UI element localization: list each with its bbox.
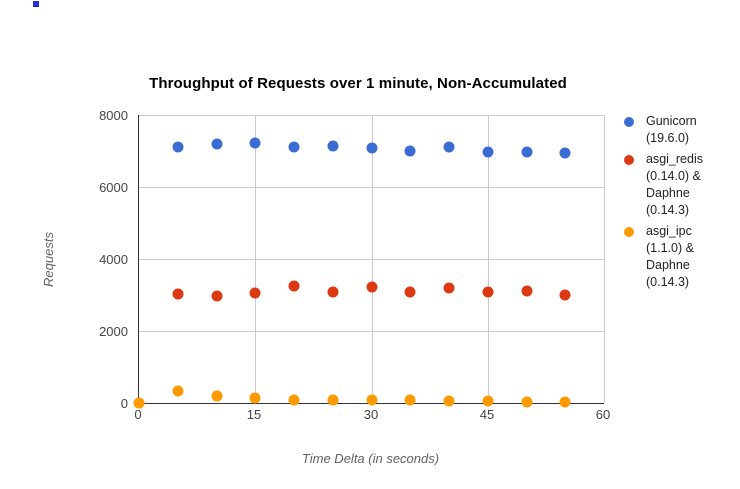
data-point[interactable] bbox=[288, 141, 300, 153]
chart-title: Throughput of Requests over 1 minute, No… bbox=[149, 75, 567, 92]
legend-label: asgi_ipc (1.1.0) & Daphne (0.14.3) bbox=[646, 223, 694, 291]
y-axis-title: Requests bbox=[40, 231, 56, 287]
data-point[interactable] bbox=[443, 282, 455, 294]
data-point[interactable] bbox=[443, 395, 455, 407]
y-tick-label: 6000 bbox=[99, 180, 128, 195]
gridline-vertical bbox=[255, 115, 256, 403]
y-tick-label: 0 bbox=[120, 396, 128, 411]
data-point[interactable] bbox=[133, 397, 145, 409]
data-point[interactable] bbox=[521, 146, 533, 158]
legend-item: asgi_redis (0.14.0) & Daphne (0.14.3) bbox=[624, 151, 738, 219]
data-point[interactable] bbox=[404, 145, 416, 157]
data-point[interactable] bbox=[172, 141, 184, 153]
gridline-horizontal bbox=[139, 259, 604, 260]
legend-label-line: asgi_ipc bbox=[646, 224, 692, 238]
legend-item: asgi_ipc (1.1.0) & Daphne (0.14.3) bbox=[624, 223, 738, 291]
gridline-vertical bbox=[488, 115, 489, 403]
data-point[interactable] bbox=[211, 290, 223, 302]
data-point[interactable] bbox=[521, 396, 533, 408]
data-point[interactable] bbox=[404, 394, 416, 406]
x-tick-label: 0 bbox=[134, 407, 142, 422]
data-point[interactable] bbox=[443, 141, 455, 153]
data-point[interactable] bbox=[482, 395, 494, 407]
gridline-horizontal bbox=[139, 115, 604, 116]
stray-blue-mark bbox=[33, 1, 39, 7]
gridline-vertical bbox=[604, 115, 605, 403]
legend-item: Gunicorn (19.6.0) bbox=[624, 113, 738, 147]
legend-dot-icon bbox=[624, 155, 634, 165]
data-point[interactable] bbox=[211, 138, 223, 150]
legend-label-line: (19.6.0) bbox=[646, 131, 690, 145]
data-point[interactable] bbox=[327, 286, 339, 298]
data-point[interactable] bbox=[482, 286, 494, 298]
x-tick-label: 15 bbox=[246, 407, 262, 422]
x-tick-label: 60 bbox=[595, 407, 611, 422]
x-tick-label: 30 bbox=[363, 407, 379, 422]
data-point[interactable] bbox=[288, 280, 300, 292]
y-tick-label: 4000 bbox=[99, 252, 128, 267]
x-axis-title: Time Delta (in seconds) bbox=[301, 451, 440, 466]
data-point[interactable] bbox=[521, 285, 533, 297]
legend-label: Gunicorn (19.6.0) bbox=[646, 113, 697, 147]
data-point[interactable] bbox=[327, 140, 339, 152]
data-point[interactable] bbox=[559, 147, 571, 159]
legend-label: asgi_redis (0.14.0) & Daphne (0.14.3) bbox=[646, 151, 703, 219]
legend-label-line: Gunicorn bbox=[646, 114, 697, 128]
legend-label-line: Daphne bbox=[646, 258, 690, 272]
data-point[interactable] bbox=[482, 146, 494, 158]
data-point[interactable] bbox=[172, 385, 184, 397]
legend-label-line: Daphne bbox=[646, 186, 690, 200]
legend-dot-icon bbox=[624, 227, 634, 237]
legend-label-line: (0.14.3) bbox=[646, 275, 690, 289]
legend-label-line: asgi_redis bbox=[646, 152, 703, 166]
y-axis-ticks: 0 2000 4000 6000 8000 bbox=[58, 108, 128, 411]
data-point[interactable] bbox=[327, 394, 339, 406]
legend-label-line: (0.14.0) & bbox=[646, 169, 701, 183]
gridline-horizontal bbox=[139, 331, 604, 332]
data-point[interactable] bbox=[404, 286, 416, 298]
y-tick-label: 8000 bbox=[99, 108, 128, 123]
x-tick-label: 45 bbox=[479, 407, 495, 422]
gridline-vertical bbox=[372, 115, 373, 403]
x-axis-ticks: 0 15 30 45 60 bbox=[134, 407, 610, 423]
data-point[interactable] bbox=[366, 281, 378, 293]
data-point[interactable] bbox=[211, 390, 223, 402]
legend-dot-icon bbox=[624, 117, 634, 127]
y-tick-label: 2000 bbox=[99, 324, 128, 339]
data-point[interactable] bbox=[249, 287, 261, 299]
data-point[interactable] bbox=[172, 288, 184, 300]
data-point[interactable] bbox=[366, 394, 378, 406]
legend-label-line: (1.1.0) & bbox=[646, 241, 694, 255]
plot-area bbox=[133, 115, 605, 409]
data-point[interactable] bbox=[366, 142, 378, 154]
gridline-horizontal bbox=[139, 187, 604, 188]
data-point[interactable] bbox=[559, 289, 571, 301]
legend-label-line: (0.14.3) bbox=[646, 203, 690, 217]
data-point[interactable] bbox=[288, 394, 300, 406]
data-point[interactable] bbox=[249, 392, 261, 404]
legend: Gunicorn (19.6.0) asgi_redis (0.14.0) & Daph… bbox=[624, 113, 738, 291]
data-point[interactable] bbox=[559, 396, 571, 408]
data-point[interactable] bbox=[249, 137, 261, 149]
